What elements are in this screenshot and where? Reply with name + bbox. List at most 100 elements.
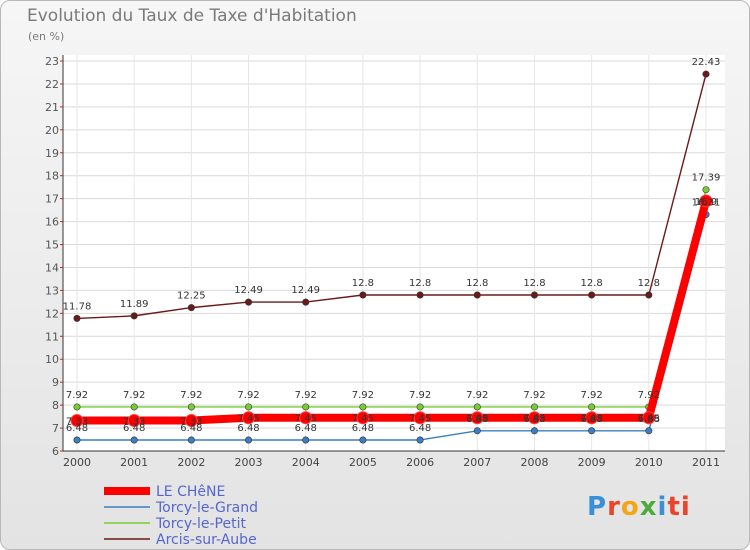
- x-tick-label: 2007: [463, 456, 491, 469]
- data-label: 7.45: [237, 414, 259, 425]
- data-point: [130, 436, 138, 444]
- data-label: 12.8: [638, 278, 660, 289]
- data-point: [299, 411, 313, 425]
- data-label: 7.45: [638, 414, 660, 425]
- data-label: 7.92: [66, 390, 88, 401]
- data-point: [302, 436, 310, 444]
- data-label: 6.48: [352, 423, 374, 434]
- data-label: 6.48: [295, 423, 317, 434]
- data-point: [473, 403, 481, 411]
- x-tick-label: 2004: [292, 456, 320, 469]
- data-point: [245, 403, 253, 411]
- data-point: [473, 291, 481, 299]
- data-label: 6.88: [466, 414, 488, 425]
- data-label: 12.8: [466, 278, 488, 289]
- data-point: [73, 403, 81, 411]
- data-label: 7.45: [409, 414, 431, 425]
- data-point: [187, 304, 195, 312]
- data-point: [359, 403, 367, 411]
- data-label: 6.48: [237, 423, 259, 434]
- x-tick-label: 2006: [406, 456, 434, 469]
- data-label: 7.92: [180, 390, 202, 401]
- legend-label: Arcis-sur-Aube: [156, 532, 257, 548]
- data-point: [413, 411, 427, 425]
- y-tick-label: 17: [45, 193, 59, 206]
- data-point: [530, 291, 538, 299]
- chart-title: Evolution du Taux de Taxe d'Habitation: [27, 6, 357, 26]
- data-point: [473, 427, 481, 435]
- series-line-torcy-le-petit: [77, 189, 707, 408]
- y-tick-label: 9: [52, 376, 59, 389]
- data-point: [645, 427, 653, 435]
- data-point: [527, 411, 541, 425]
- data-point: [359, 291, 367, 299]
- y-tick-label: 14: [45, 261, 59, 274]
- data-point: [530, 427, 538, 435]
- x-tick-label: 2000: [63, 456, 91, 469]
- y-tick-label: 22: [45, 78, 59, 91]
- y-tick-label: 12: [45, 307, 59, 320]
- legend-label: Torcy-le-Petit: [155, 516, 246, 532]
- data-label: 12.8: [409, 278, 431, 289]
- data-point: [530, 403, 538, 411]
- y-tick-label: 20: [45, 124, 59, 137]
- series-line-torcy-le-grand: [77, 214, 707, 441]
- data-label: 7.33: [66, 416, 88, 427]
- y-tick-label: 8: [52, 399, 59, 412]
- data-point: [642, 411, 656, 425]
- legend-label: Torcy-le-Grand: [155, 500, 258, 516]
- data-label: 16.9: [695, 197, 717, 208]
- data-point: [416, 403, 424, 411]
- x-tick-label: 2011: [692, 456, 720, 469]
- data-label: 7.92: [123, 390, 145, 401]
- data-label: 6.48: [66, 423, 88, 434]
- data-label: 17.39: [692, 173, 721, 184]
- data-point: [302, 298, 310, 306]
- data-point: [585, 411, 599, 425]
- data-point: [73, 436, 81, 444]
- data-point: [245, 298, 253, 306]
- x-tick-label: 2009: [578, 456, 606, 469]
- data-label: 12.8: [352, 278, 374, 289]
- data-label: 22.43: [692, 57, 721, 68]
- data-point: [302, 403, 310, 411]
- data-label: 7.92: [295, 390, 317, 401]
- data-point: [130, 403, 138, 411]
- data-label: 7.92: [638, 390, 660, 401]
- x-tick-label: 2010: [635, 456, 663, 469]
- y-tick-label: 21: [45, 101, 59, 114]
- y-tick-label: 19: [45, 147, 59, 160]
- data-label: 7.92: [237, 390, 259, 401]
- data-point: [645, 291, 653, 299]
- data-point: [184, 413, 198, 427]
- series-line-le-ch-ne: [77, 199, 710, 425]
- y-tick-label: 15: [45, 239, 59, 252]
- y-tick-label: 7: [52, 422, 59, 435]
- series-line-arcis-sur-aube: [76, 73, 707, 320]
- data-point: [356, 411, 370, 425]
- data-label: 7.45: [295, 414, 317, 425]
- y-tick-label: 11: [45, 330, 59, 343]
- data-label: 6.48: [180, 423, 202, 434]
- proxiti-logo: Proxiti: [587, 492, 691, 522]
- data-point: [416, 291, 424, 299]
- data-label: 7.45: [466, 414, 488, 425]
- data-point: [588, 291, 596, 299]
- y-tick-label: 10: [45, 353, 59, 366]
- data-point: [702, 186, 710, 194]
- data-label: 16.31: [692, 197, 721, 208]
- data-label: 7.92: [581, 390, 603, 401]
- data-label: 6.88: [581, 414, 603, 425]
- data-point: [702, 70, 710, 78]
- data-label: 7.45: [523, 414, 545, 425]
- data-point: [699, 194, 713, 208]
- data-point: [588, 403, 596, 411]
- data-point: [242, 411, 256, 425]
- data-label: 12.8: [581, 278, 603, 289]
- data-label: 6.48: [123, 423, 145, 434]
- data-point: [588, 427, 596, 435]
- data-label: 11.78: [63, 301, 92, 312]
- data-label: 6.48: [409, 423, 431, 434]
- data-label: 11.89: [120, 299, 149, 310]
